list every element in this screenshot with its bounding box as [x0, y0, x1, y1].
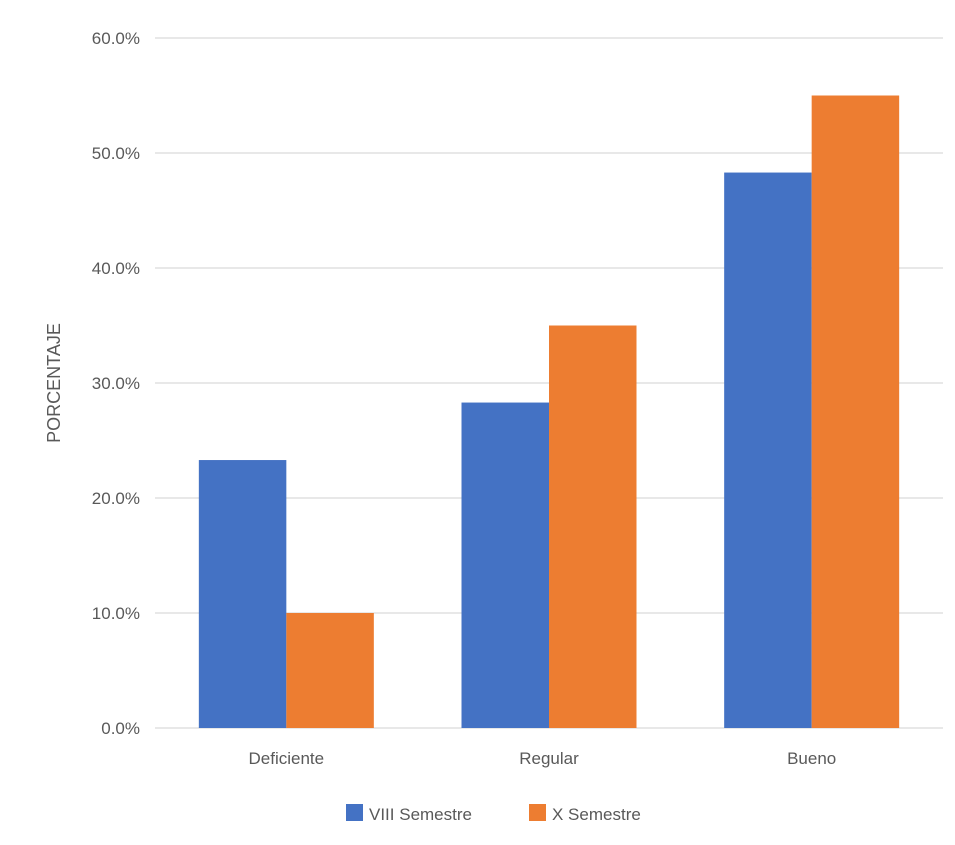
bar-x-semestre-regular: [549, 325, 637, 728]
x-category-label: Bueno: [787, 749, 836, 768]
y-tick-label: 20.0%: [92, 489, 140, 508]
bar-x-semestre-deficiente: [286, 613, 374, 728]
y-axis-ticks: 0.0% 10.0% 20.0% 30.0% 40.0% 50.0% 60.0%: [92, 29, 140, 738]
bar-viii-semestre-bueno: [724, 172, 812, 729]
x-axis-categories: Deficiente Regular Bueno: [249, 749, 837, 768]
y-tick-label: 30.0%: [92, 374, 140, 393]
bars: [198, 95, 900, 729]
y-tick-label: 10.0%: [92, 604, 140, 623]
bar-x-semestre-bueno: [811, 95, 900, 728]
y-axis-title: PORCENTAJE: [44, 323, 64, 443]
bar-viii-semestre-regular: [461, 402, 549, 728]
y-tick-label: 60.0%: [92, 29, 140, 48]
bar-viii-semestre-deficiente: [198, 460, 287, 728]
legend-label: X Semestre: [552, 805, 641, 824]
y-tick-label: 40.0%: [92, 259, 140, 278]
y-tick-label: 0.0%: [101, 719, 140, 738]
legend-swatch-viii-semestre: [346, 804, 363, 821]
legend: VIII Semestre X Semestre: [346, 804, 641, 824]
y-tick-label: 50.0%: [92, 144, 140, 163]
legend-swatch-x-semestre: [529, 804, 546, 821]
x-category-label: Regular: [519, 749, 579, 768]
legend-label: VIII Semestre: [369, 805, 472, 824]
x-category-label: Deficiente: [249, 749, 325, 768]
